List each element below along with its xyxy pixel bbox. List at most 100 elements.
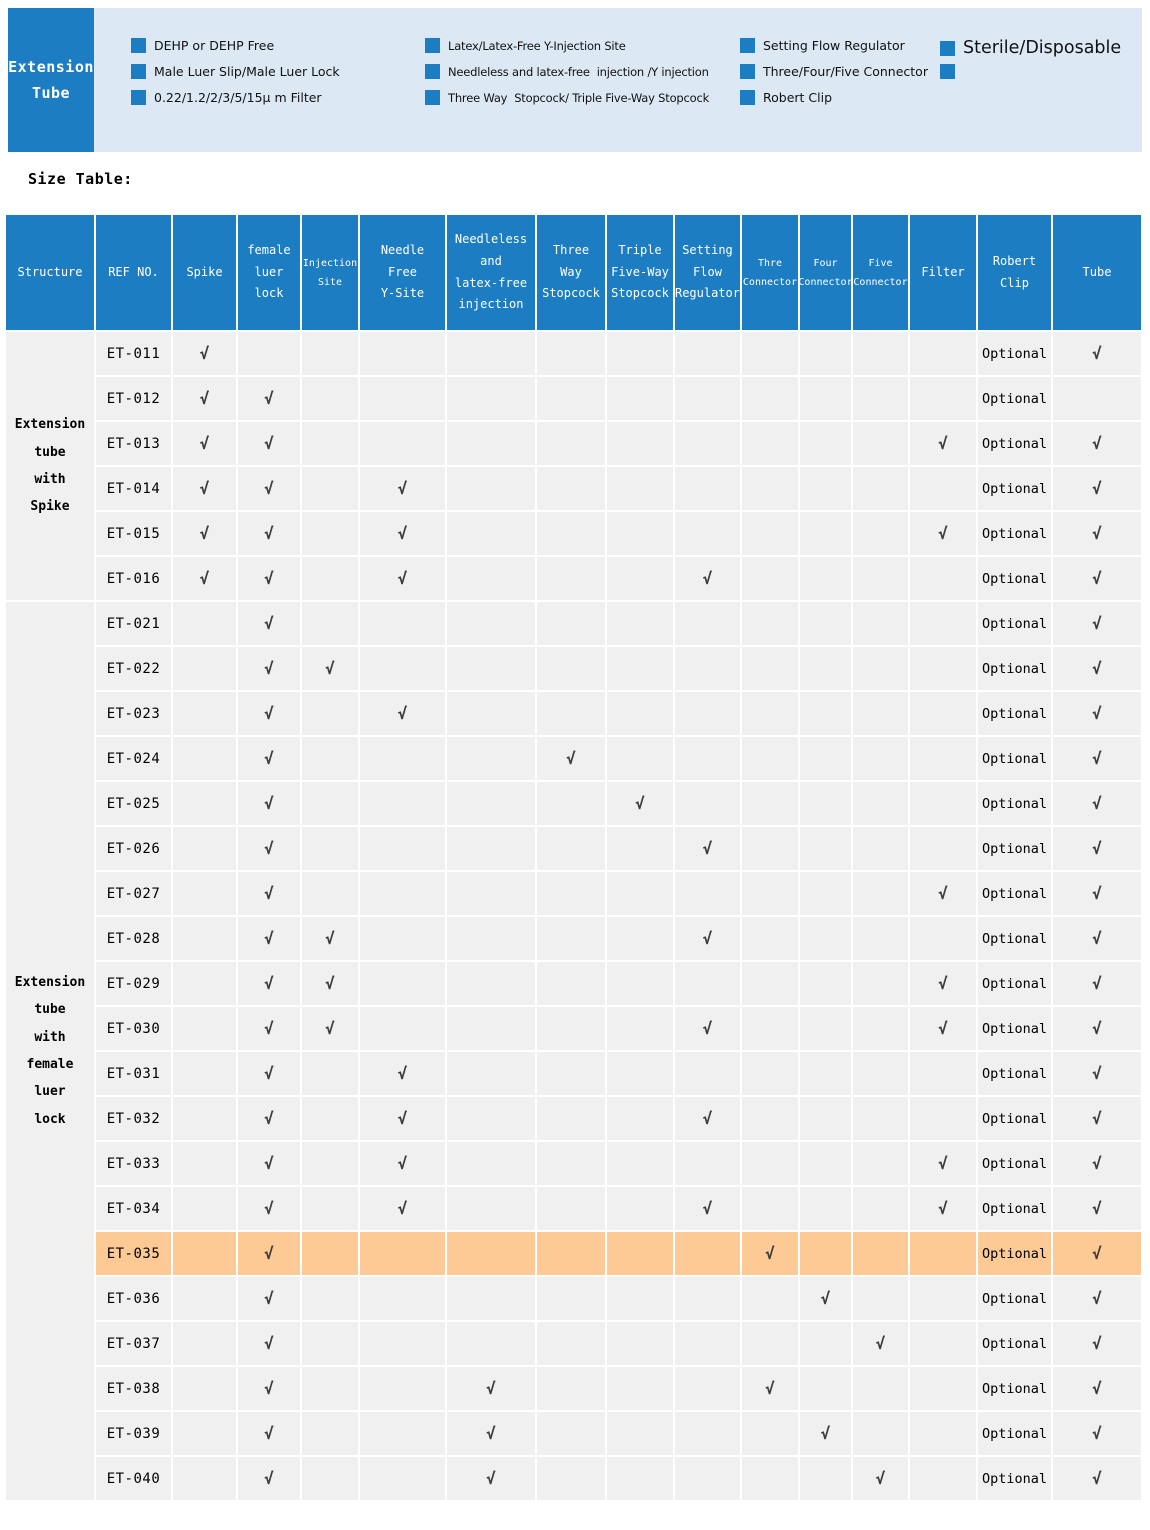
robert-clip-cell: Optional [978, 917, 1051, 960]
check-cell-injection-site [302, 1412, 358, 1455]
check-cell-injection-site [302, 1457, 358, 1500]
check-cell-spike: √ [173, 332, 236, 375]
ref-cell: ET-023 [96, 692, 171, 735]
check-cell-female-luer-lock: √ [238, 872, 300, 915]
check-cell-injection-site [302, 827, 358, 870]
robert-clip-cell: Optional [978, 1142, 1051, 1185]
check-cell-triple-five-way-stopcock [607, 377, 673, 420]
tube-cell: √ [1053, 872, 1141, 915]
feature-item-label: Robert Clip [763, 90, 833, 105]
check-cell-thre-connector [742, 422, 798, 465]
check-cell-spike [173, 602, 236, 645]
check-cell-injection-site [302, 377, 358, 420]
check-cell-triple-five-way-stopcock [607, 1322, 673, 1365]
check-cell-injection-site: √ [302, 962, 358, 1005]
check-cell-five-connector [853, 692, 908, 735]
check-cell-setting-flow-regulator [675, 737, 740, 780]
ref-cell: ET-013 [96, 422, 171, 465]
check-cell-three-way-stopcock [537, 1097, 605, 1140]
ref-cell: ET-024 [96, 737, 171, 780]
check-cell-thre-connector [742, 1457, 798, 1500]
structure-cell: Extension tube with Spike [6, 332, 94, 600]
check-cell-needle-free-y-site [360, 647, 445, 690]
check-cell-five-connector [853, 1007, 908, 1050]
check-cell-filter [910, 1052, 976, 1095]
check-cell-spike [173, 1457, 236, 1500]
check-cell-female-luer-lock: √ [238, 422, 300, 465]
check-cell-four-connector [800, 602, 851, 645]
check-cell-triple-five-way-stopcock [607, 1007, 673, 1050]
check-cell-triple-five-way-stopcock [607, 1142, 673, 1185]
check-cell-spike [173, 1322, 236, 1365]
check-cell-filter [910, 332, 976, 375]
feature-item: Three Way Stopcock/ Triple Five-Way Stop… [425, 90, 709, 105]
check-cell-triple-five-way-stopcock [607, 692, 673, 735]
check-cell-four-connector [800, 467, 851, 510]
check-cell-needle-free-y-site [360, 1367, 445, 1410]
check-cell-injection-site [302, 332, 358, 375]
check-cell-three-way-stopcock [537, 827, 605, 870]
check-cell-thre-connector [742, 332, 798, 375]
header-cell-setting-flow-regulator: Setting Flow Regulator [675, 215, 740, 330]
check-cell-needle-free-y-site [360, 1457, 445, 1500]
check-cell-spike: √ [173, 557, 236, 600]
check-cell-five-connector [853, 422, 908, 465]
check-cell-filter [910, 1412, 976, 1455]
bullet-square-icon [425, 64, 440, 79]
check-cell-needle-free-y-site: √ [360, 1097, 445, 1140]
check-cell-injection-site [302, 1187, 358, 1230]
robert-clip-cell: Optional [978, 377, 1051, 420]
check-cell-setting-flow-regulator [675, 602, 740, 645]
feature-item [940, 64, 955, 79]
check-cell-four-connector [800, 962, 851, 1005]
check-cell-four-connector [800, 692, 851, 735]
check-cell-needle-free-y-site [360, 422, 445, 465]
ref-cell: ET-027 [96, 872, 171, 915]
check-cell-injection-site [302, 1367, 358, 1410]
check-cell-thre-connector [742, 377, 798, 420]
robert-clip-cell: Optional [978, 1457, 1051, 1500]
check-cell-five-connector [853, 377, 908, 420]
ref-cell: ET-026 [96, 827, 171, 870]
check-cell-spike [173, 782, 236, 825]
check-cell-four-connector: √ [800, 1277, 851, 1320]
tube-cell: √ [1053, 827, 1141, 870]
robert-clip-cell: Optional [978, 1007, 1051, 1050]
check-cell-five-connector [853, 1052, 908, 1095]
ref-cell: ET-038 [96, 1367, 171, 1410]
check-cell-spike [173, 962, 236, 1005]
check-cell-needle-free-y-site [360, 1412, 445, 1455]
check-cell-thre-connector [742, 647, 798, 690]
check-cell-thre-connector [742, 467, 798, 510]
check-cell-needle-free-y-site [360, 1232, 445, 1275]
check-cell-filter [910, 1097, 976, 1140]
check-cell-three-way-stopcock [537, 1277, 605, 1320]
tube-cell: √ [1053, 422, 1141, 465]
ref-cell: ET-034 [96, 1187, 171, 1230]
check-cell-thre-connector [742, 827, 798, 870]
check-cell-four-connector [800, 557, 851, 600]
check-cell-triple-five-way-stopcock [607, 1232, 673, 1275]
check-cell-female-luer-lock: √ [238, 1142, 300, 1185]
tube-cell: √ [1053, 332, 1141, 375]
check-cell-triple-five-way-stopcock [607, 737, 673, 780]
robert-clip-cell: Optional [978, 1412, 1051, 1455]
check-cell-needle-free-y-site [360, 782, 445, 825]
ref-cell: ET-030 [96, 1007, 171, 1050]
ref-cell: ET-015 [96, 512, 171, 555]
check-cell-needleless-injection [447, 1097, 535, 1140]
tube-cell: √ [1053, 737, 1141, 780]
robert-clip-cell: Optional [978, 872, 1051, 915]
check-cell-needleless-injection [447, 692, 535, 735]
check-cell-needleless-injection [447, 1007, 535, 1050]
check-cell-thre-connector [742, 962, 798, 1005]
check-cell-female-luer-lock: √ [238, 1232, 300, 1275]
header-cell-female-luer-lock: female luer lock [238, 215, 300, 330]
check-cell-three-way-stopcock [537, 602, 605, 645]
check-cell-four-connector [800, 782, 851, 825]
check-cell-female-luer-lock: √ [238, 917, 300, 960]
robert-clip-cell: Optional [978, 962, 1051, 1005]
check-cell-three-way-stopcock [537, 1187, 605, 1230]
bullet-square-icon [940, 40, 955, 56]
check-cell-thre-connector [742, 782, 798, 825]
